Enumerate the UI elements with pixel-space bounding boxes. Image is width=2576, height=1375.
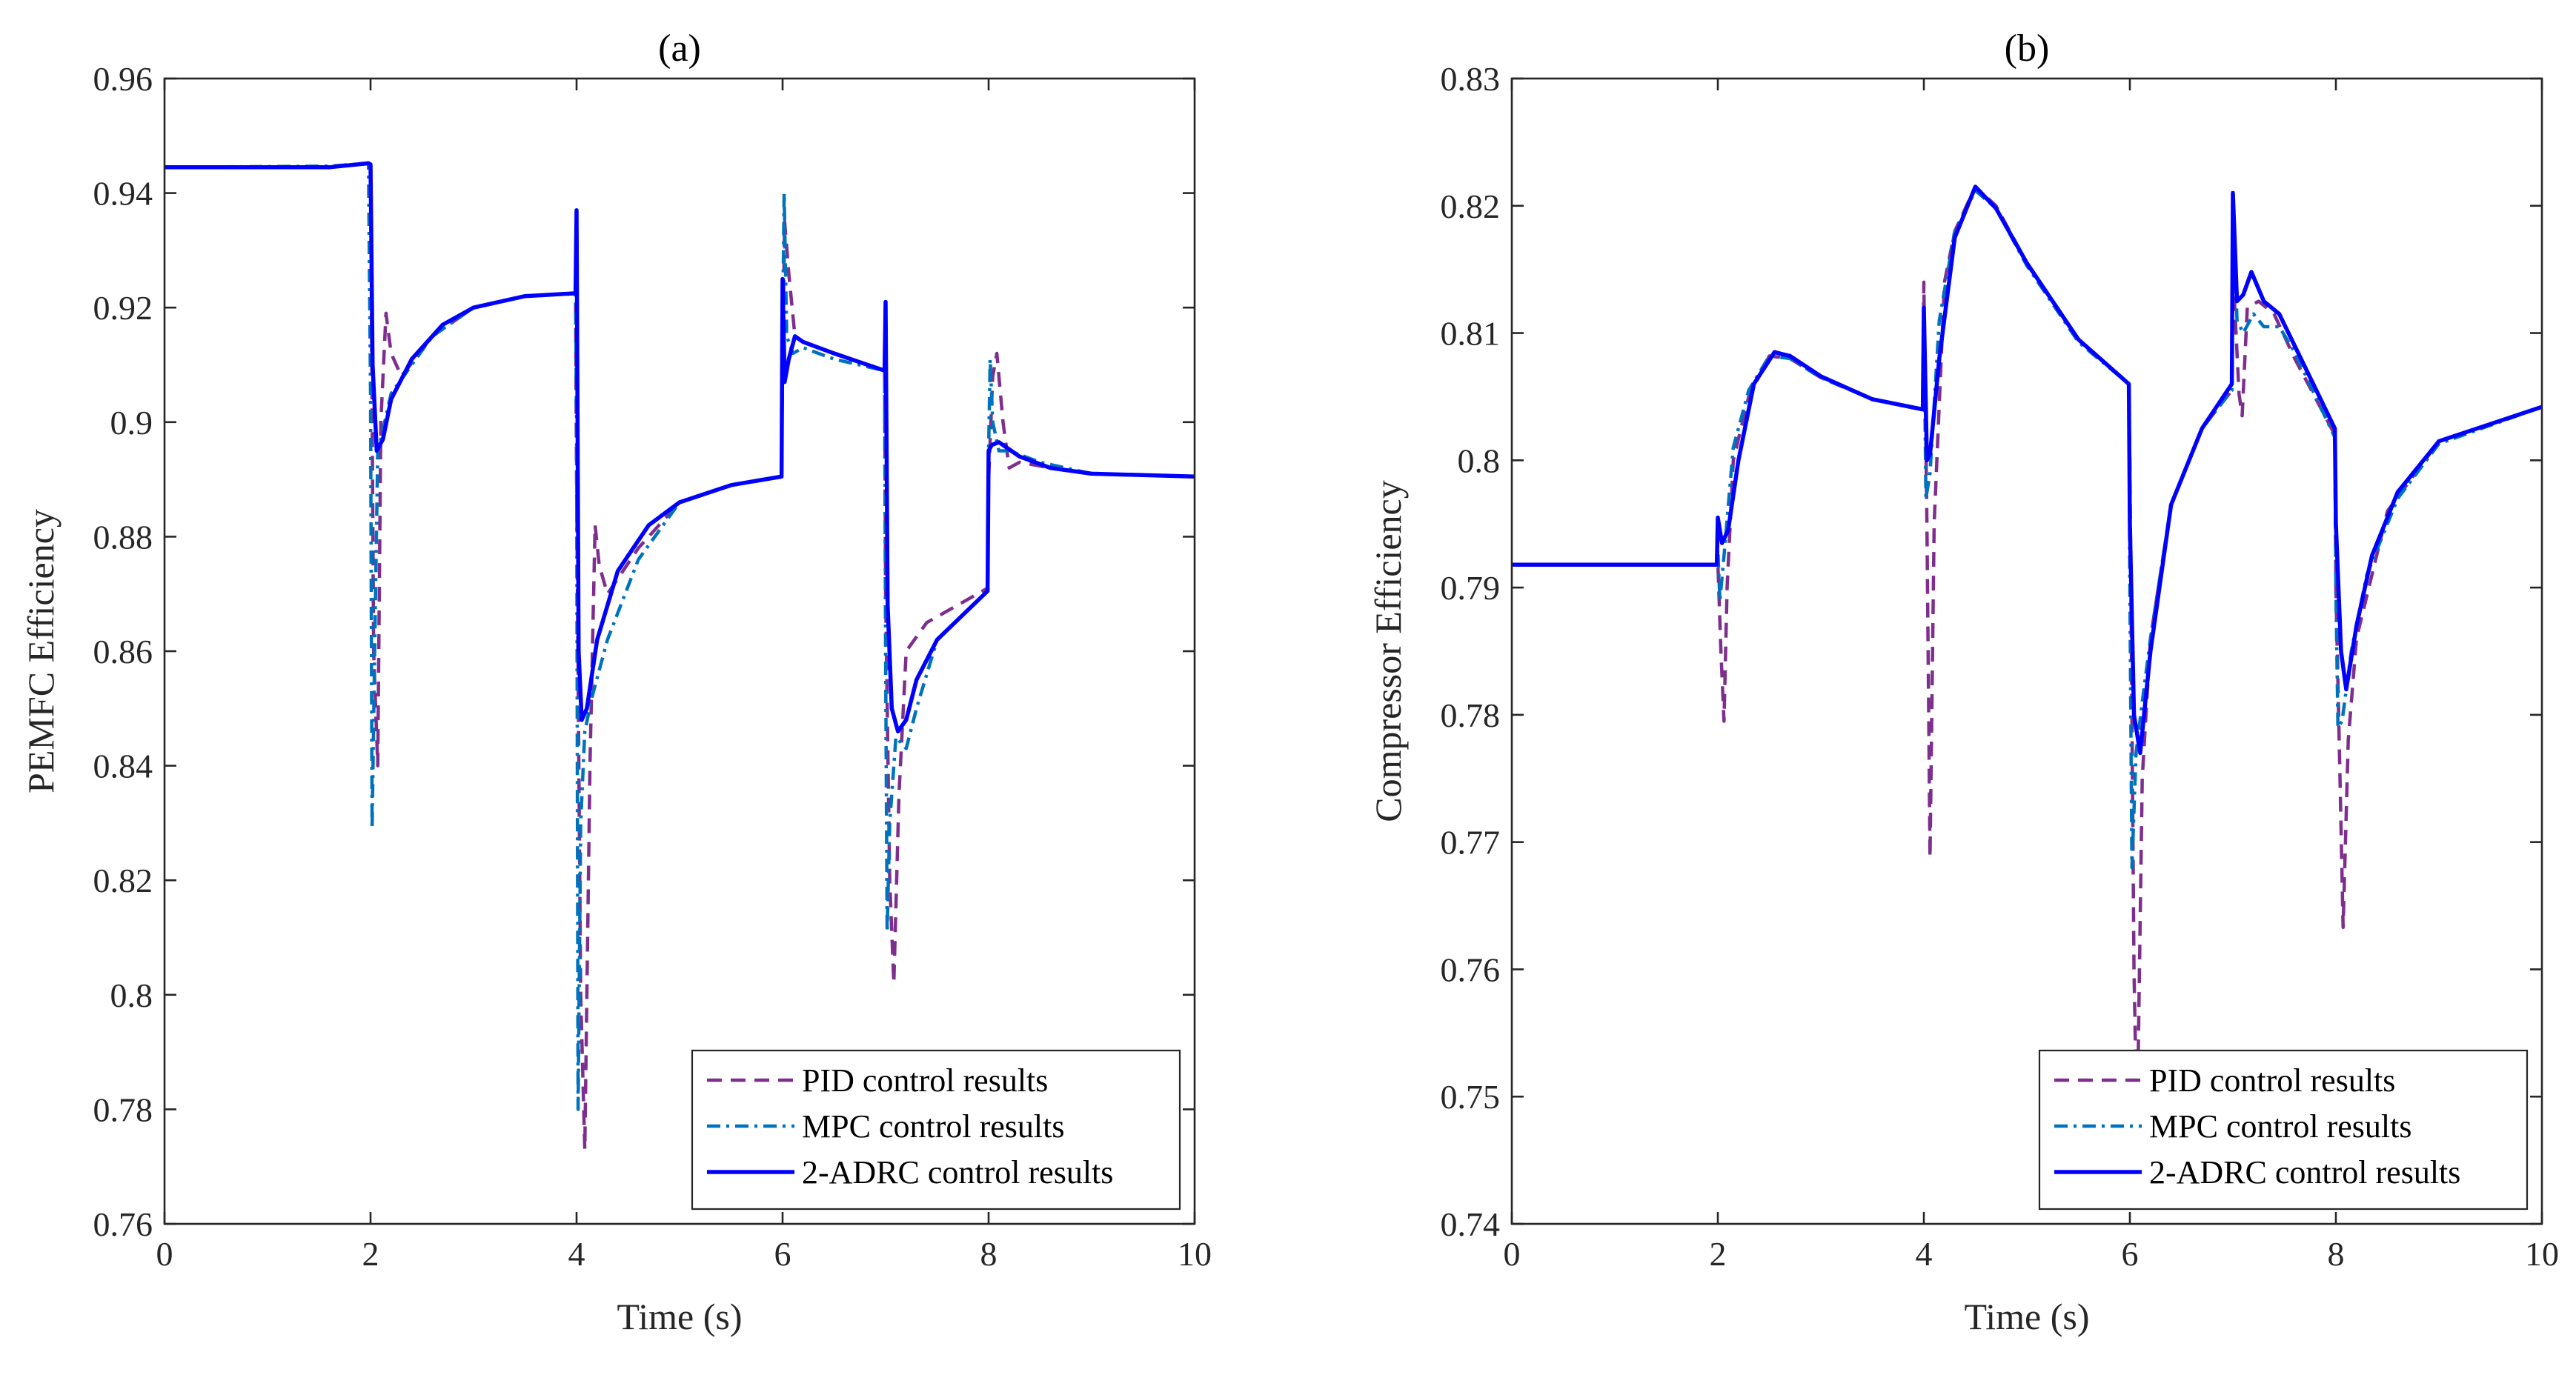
panel-a-x-axis-label: Time (s) bbox=[617, 1296, 742, 1337]
panel-b-x-axis-label: Time (s) bbox=[1964, 1296, 2089, 1337]
panel-a-y-tick-label: 0.88 bbox=[93, 518, 153, 556]
panel-b-x-tick-label: 8 bbox=[2328, 1235, 2345, 1273]
panel-a-legend-label: MPC control results bbox=[802, 1108, 1064, 1145]
panel-b-y-tick-label: 0.75 bbox=[1441, 1078, 1501, 1116]
panel-a-legend-label: 2-ADRC control results bbox=[802, 1154, 1113, 1191]
panel-a-y-tick-label: 0.78 bbox=[93, 1091, 153, 1128]
panel-b-axes-frame bbox=[1510, 77, 2543, 1225]
panel-a-y-tick-label: 0.94 bbox=[93, 175, 153, 213]
panel-b-series-dashdot-line bbox=[1512, 188, 2542, 870]
panel-a-x-tick-label: 6 bbox=[774, 1235, 791, 1273]
panel-b-series-solid-line bbox=[1512, 184, 2542, 756]
panel-a-x-tick-label: 4 bbox=[568, 1235, 585, 1273]
panel-b-y-tick-label: 0.78 bbox=[1441, 696, 1501, 734]
panel-b-y-tick-label: 0.76 bbox=[1441, 950, 1501, 988]
panel-b-y-tick-label: 0.83 bbox=[1441, 60, 1501, 98]
panel-a-y-tick-label: 0.76 bbox=[93, 1205, 153, 1243]
panel-b-plot-area: 0 2 4 6 8 10 0.74 0.75 0.76 0.77 0.78 0.79 0.8 0.81 0.… bbox=[1441, 60, 2560, 1273]
panel-b-x-tick-label: 4 bbox=[1916, 1235, 1933, 1273]
panel-a-y-tick-label: 0.86 bbox=[93, 633, 153, 670]
panel-b-x-tick-label: 6 bbox=[2122, 1235, 2139, 1273]
panel-a-y-tick-label: 0.96 bbox=[93, 60, 153, 98]
panel-a: (a) 0 2 4 6 8 10 0.76 0.78 0.8 0.82 0.84 0.86 0.88 0.… bbox=[20, 27, 1212, 1337]
panel-b-y-tick-label: 0.77 bbox=[1441, 824, 1501, 862]
panel-a-y-tick-label: 0.84 bbox=[93, 748, 153, 785]
panel-a-title: (a) bbox=[658, 27, 701, 70]
panel-b-y-tick-label: 0.82 bbox=[1441, 187, 1501, 225]
panel-a-legend-box bbox=[691, 1049, 1181, 1211]
panel-b-legend-label: 2-ADRC control results bbox=[2149, 1154, 2460, 1191]
panel-a-y-tick-label: 0.82 bbox=[93, 862, 153, 899]
panel-a-plot-area: 0 2 4 6 8 10 0.76 0.78 0.8 0.82 0.84 0.86 0.88 0.9 0.9… bbox=[93, 60, 1212, 1273]
panel-a-legend: PID control results MPC control results 2-… bbox=[691, 1049, 1181, 1211]
panel-b-title: (b) bbox=[2005, 27, 2050, 70]
panel-b-y-axis-label: Compressor Efficiency bbox=[1367, 480, 1409, 822]
panel-b-legend-label: PID control results bbox=[2149, 1062, 2395, 1099]
panel-b-legend-box bbox=[2038, 1049, 2529, 1211]
panel-a-x-tick-label: 0 bbox=[156, 1235, 173, 1273]
panel-b-y-tick-label: 0.81 bbox=[1441, 315, 1501, 353]
panel-b-y-tick-label: 0.79 bbox=[1441, 569, 1501, 607]
panel-b: (b) 0 2 4 6 8 10 0.74 0.75 0.76 0.77 0.78 0.79 0.8 0.… bbox=[1367, 27, 2559, 1337]
panel-a-y-axis-label: PEMFC Efficiency bbox=[20, 509, 62, 793]
panel-a-y-tick-label: 0.92 bbox=[93, 289, 153, 327]
panel-a-legend-label: PID control results bbox=[802, 1062, 1048, 1099]
panel-b-legend: PID control results MPC control results 2-… bbox=[2038, 1049, 2529, 1211]
panel-b-x-tick-label: 0 bbox=[1504, 1235, 1521, 1273]
panel-a-x-tick-label: 10 bbox=[1178, 1235, 1212, 1273]
panel-a-y-tick-label: 0.9 bbox=[110, 404, 153, 442]
panel-b-y-tick-label: 0.74 bbox=[1441, 1205, 1501, 1243]
panel-b-x-tick-label: 10 bbox=[2525, 1235, 2559, 1273]
panel-b-legend-label: MPC control results bbox=[2149, 1108, 2411, 1145]
panel-b-y-tick-label: 0.8 bbox=[1458, 442, 1501, 479]
panel-a-x-tick-label: 2 bbox=[362, 1235, 379, 1273]
panel-a-y-tick-label: 0.8 bbox=[110, 976, 153, 1014]
panel-a-x-tick-label: 8 bbox=[980, 1235, 997, 1273]
panel-a-series-solid-line bbox=[165, 161, 1195, 733]
panel-b-x-tick-label: 2 bbox=[1710, 1235, 1727, 1273]
